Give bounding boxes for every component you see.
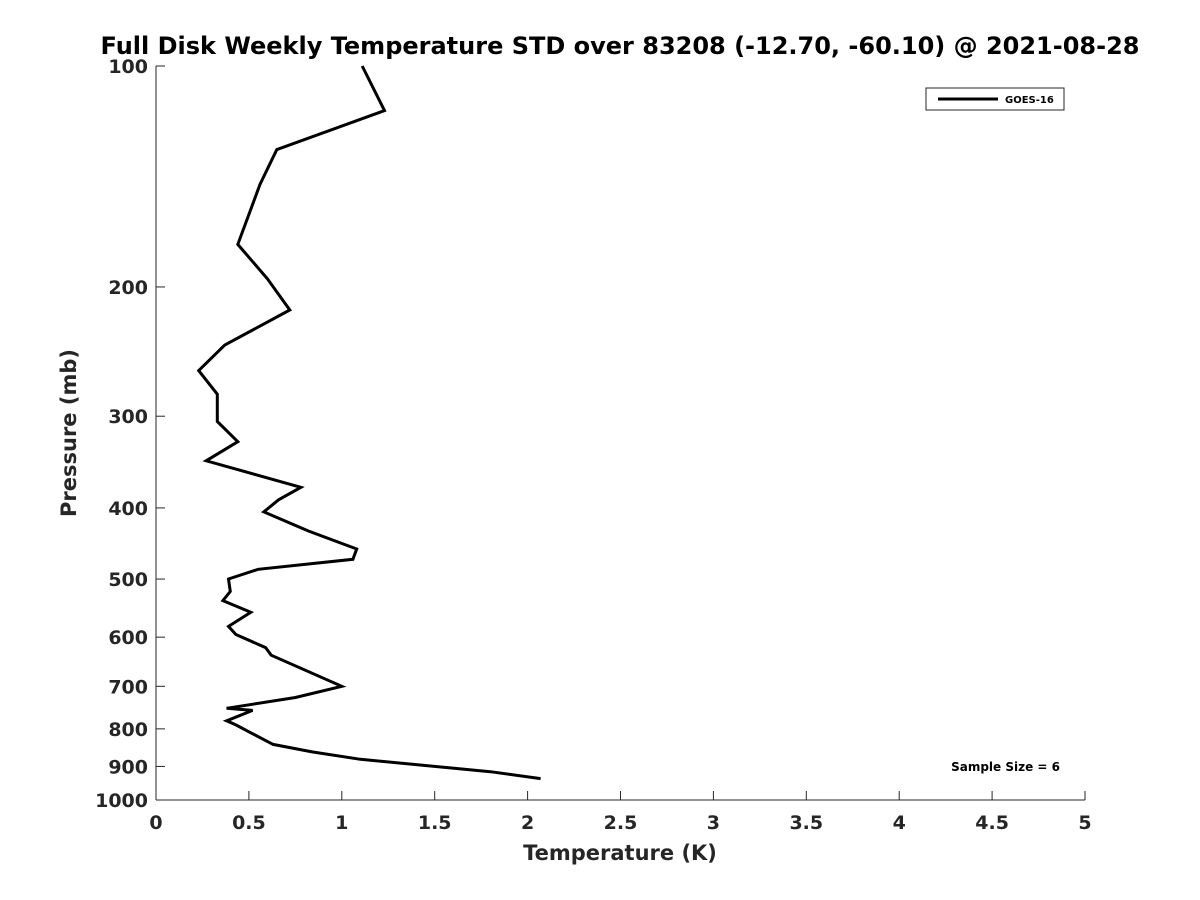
y-tick-label: 600 xyxy=(108,627,148,649)
series-line-goes-16 xyxy=(196,65,541,781)
x-tick-label: 2.5 xyxy=(604,812,638,834)
series-layer xyxy=(196,65,541,781)
y-tick-label: 400 xyxy=(108,498,148,520)
legend: GOES-16 xyxy=(925,87,1065,111)
legend-label-goes-16: GOES-16 xyxy=(1005,95,1054,106)
x-tick-label: 3 xyxy=(707,812,720,834)
y-axis-label: Pressure (mb) xyxy=(57,349,81,517)
x-tick-label: 2 xyxy=(521,812,534,834)
x-tick-label: 1 xyxy=(335,812,348,834)
x-tick-label: 5 xyxy=(1078,812,1091,834)
x-tick-label: 3.5 xyxy=(789,812,823,834)
y-tick-label: 100 xyxy=(108,56,148,78)
y-tick-label: 800 xyxy=(108,719,148,741)
x-tick-label: 0.5 xyxy=(232,812,266,834)
y-tick-label: 700 xyxy=(108,676,148,698)
sample-size-annotation: Sample Size = 6 xyxy=(951,760,1060,774)
x-tick-label: 4 xyxy=(893,812,906,834)
plot-background xyxy=(156,66,1085,800)
x-ticks: 0 0.5 1 1.5 2 2.5 3 3.5 4 4.5 5 xyxy=(149,791,1092,834)
x-tick-label: 1.5 xyxy=(418,812,452,834)
x-tick-label: 4.5 xyxy=(975,812,1009,834)
y-ticks: 100 200 300 400 500 600 700 800 900 1000 xyxy=(95,56,165,812)
x-tick-label: 0 xyxy=(149,812,162,834)
y-tick-label: 500 xyxy=(108,569,148,591)
y-tick-label: 200 xyxy=(108,277,148,299)
chart-title: Full Disk Weekly Temperature STD over 83… xyxy=(101,32,1140,60)
x-axis-label: Temperature (K) xyxy=(523,841,717,865)
plot-area xyxy=(155,66,1085,801)
y-tick-label: 900 xyxy=(108,756,148,778)
y-tick-label: 1000 xyxy=(95,790,148,812)
y-tick-label: 300 xyxy=(108,406,148,428)
